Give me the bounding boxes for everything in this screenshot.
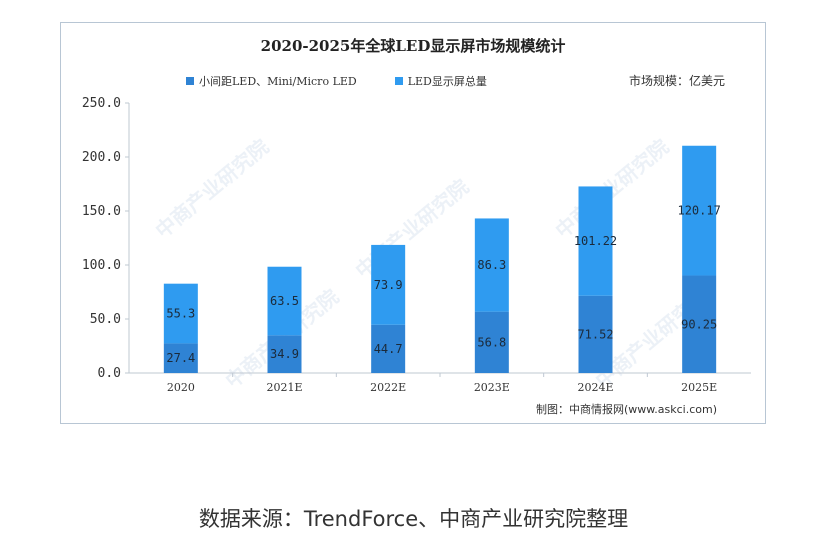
- data-label-base: 71.52: [577, 327, 613, 341]
- data-label-total: 101.22: [574, 234, 617, 248]
- legend-swatch-base: [186, 77, 194, 85]
- data-label-total: 73.9: [374, 278, 403, 292]
- bar-segment-total: [267, 266, 302, 336]
- data-label-total: 120.17: [677, 204, 720, 218]
- bar-segment-base: [578, 295, 613, 373]
- bar-segment-base: [371, 324, 406, 373]
- y-tick-label: 150.0: [82, 204, 121, 219]
- unit-label: 市场规模：亿美元: [628, 74, 725, 88]
- legend-item-total: LED显示屏总量: [394, 73, 487, 89]
- x-tick-label: 2021E: [266, 381, 302, 394]
- bar-segment-base: [682, 275, 717, 373]
- data-label-total: 86.3: [477, 258, 506, 272]
- data-label-base: 44.7: [374, 342, 403, 356]
- chart-frame: 2020-2025年全球LED显示屏市场规模统计 小间距LED、Mini/Mic…: [60, 22, 766, 424]
- legend-label-total: LED显示屏总量: [407, 75, 487, 88]
- y-tick-label: 50.0: [90, 312, 121, 327]
- source-credit: 制图：中商情报网(www.askci.com): [536, 403, 717, 416]
- x-tick-label: 2025E: [681, 381, 717, 394]
- chart-title: 2020-2025年全球LED显示屏市场规模统计: [260, 37, 566, 55]
- bar-segment-base: [163, 343, 198, 373]
- data-label-base: 90.25: [681, 317, 717, 331]
- x-tick-label: 2020: [167, 381, 195, 394]
- y-tick-label: 200.0: [82, 150, 121, 165]
- bar-segment-total: [163, 283, 198, 344]
- data-label-base: 34.9: [270, 347, 299, 361]
- chart-plot: 250.0 200.0 150.0 100.0 50.0 0.0 27.4 55.3 2020 3…: [82, 96, 751, 394]
- bar-segment-total: [578, 186, 613, 296]
- y-tick-label: 0.0: [98, 366, 121, 381]
- legend-item-base: 小间距LED、Mini/Micro LED: [186, 73, 357, 89]
- y-tick-label: 250.0: [82, 96, 121, 111]
- bar-segment-total: [682, 145, 717, 276]
- bar-segment-total: [371, 244, 406, 325]
- data-label-base: 27.4: [166, 351, 195, 365]
- x-tick-label: 2022E: [370, 381, 406, 394]
- bar-segment-total: [474, 218, 509, 312]
- bar-segment-base: [474, 311, 509, 373]
- x-tick-label: 2024E: [577, 381, 613, 394]
- legend-swatch-total: [394, 77, 403, 85]
- data-label-total: 63.5: [270, 294, 299, 308]
- legend: 小间距LED、Mini/Micro LED LED显示屏总量: [186, 73, 525, 89]
- data-label-total: 55.3: [166, 307, 195, 321]
- figure-caption: 数据来源：TrendForce、中商产业研究院整理: [198, 507, 629, 531]
- y-tick-label: 100.0: [82, 258, 121, 273]
- legend-label-base: 小间距LED、Mini/Micro LED: [199, 75, 357, 88]
- x-tick-label: 2023E: [474, 381, 510, 394]
- data-label-base: 56.8: [477, 335, 506, 349]
- bar-segment-base: [267, 335, 302, 373]
